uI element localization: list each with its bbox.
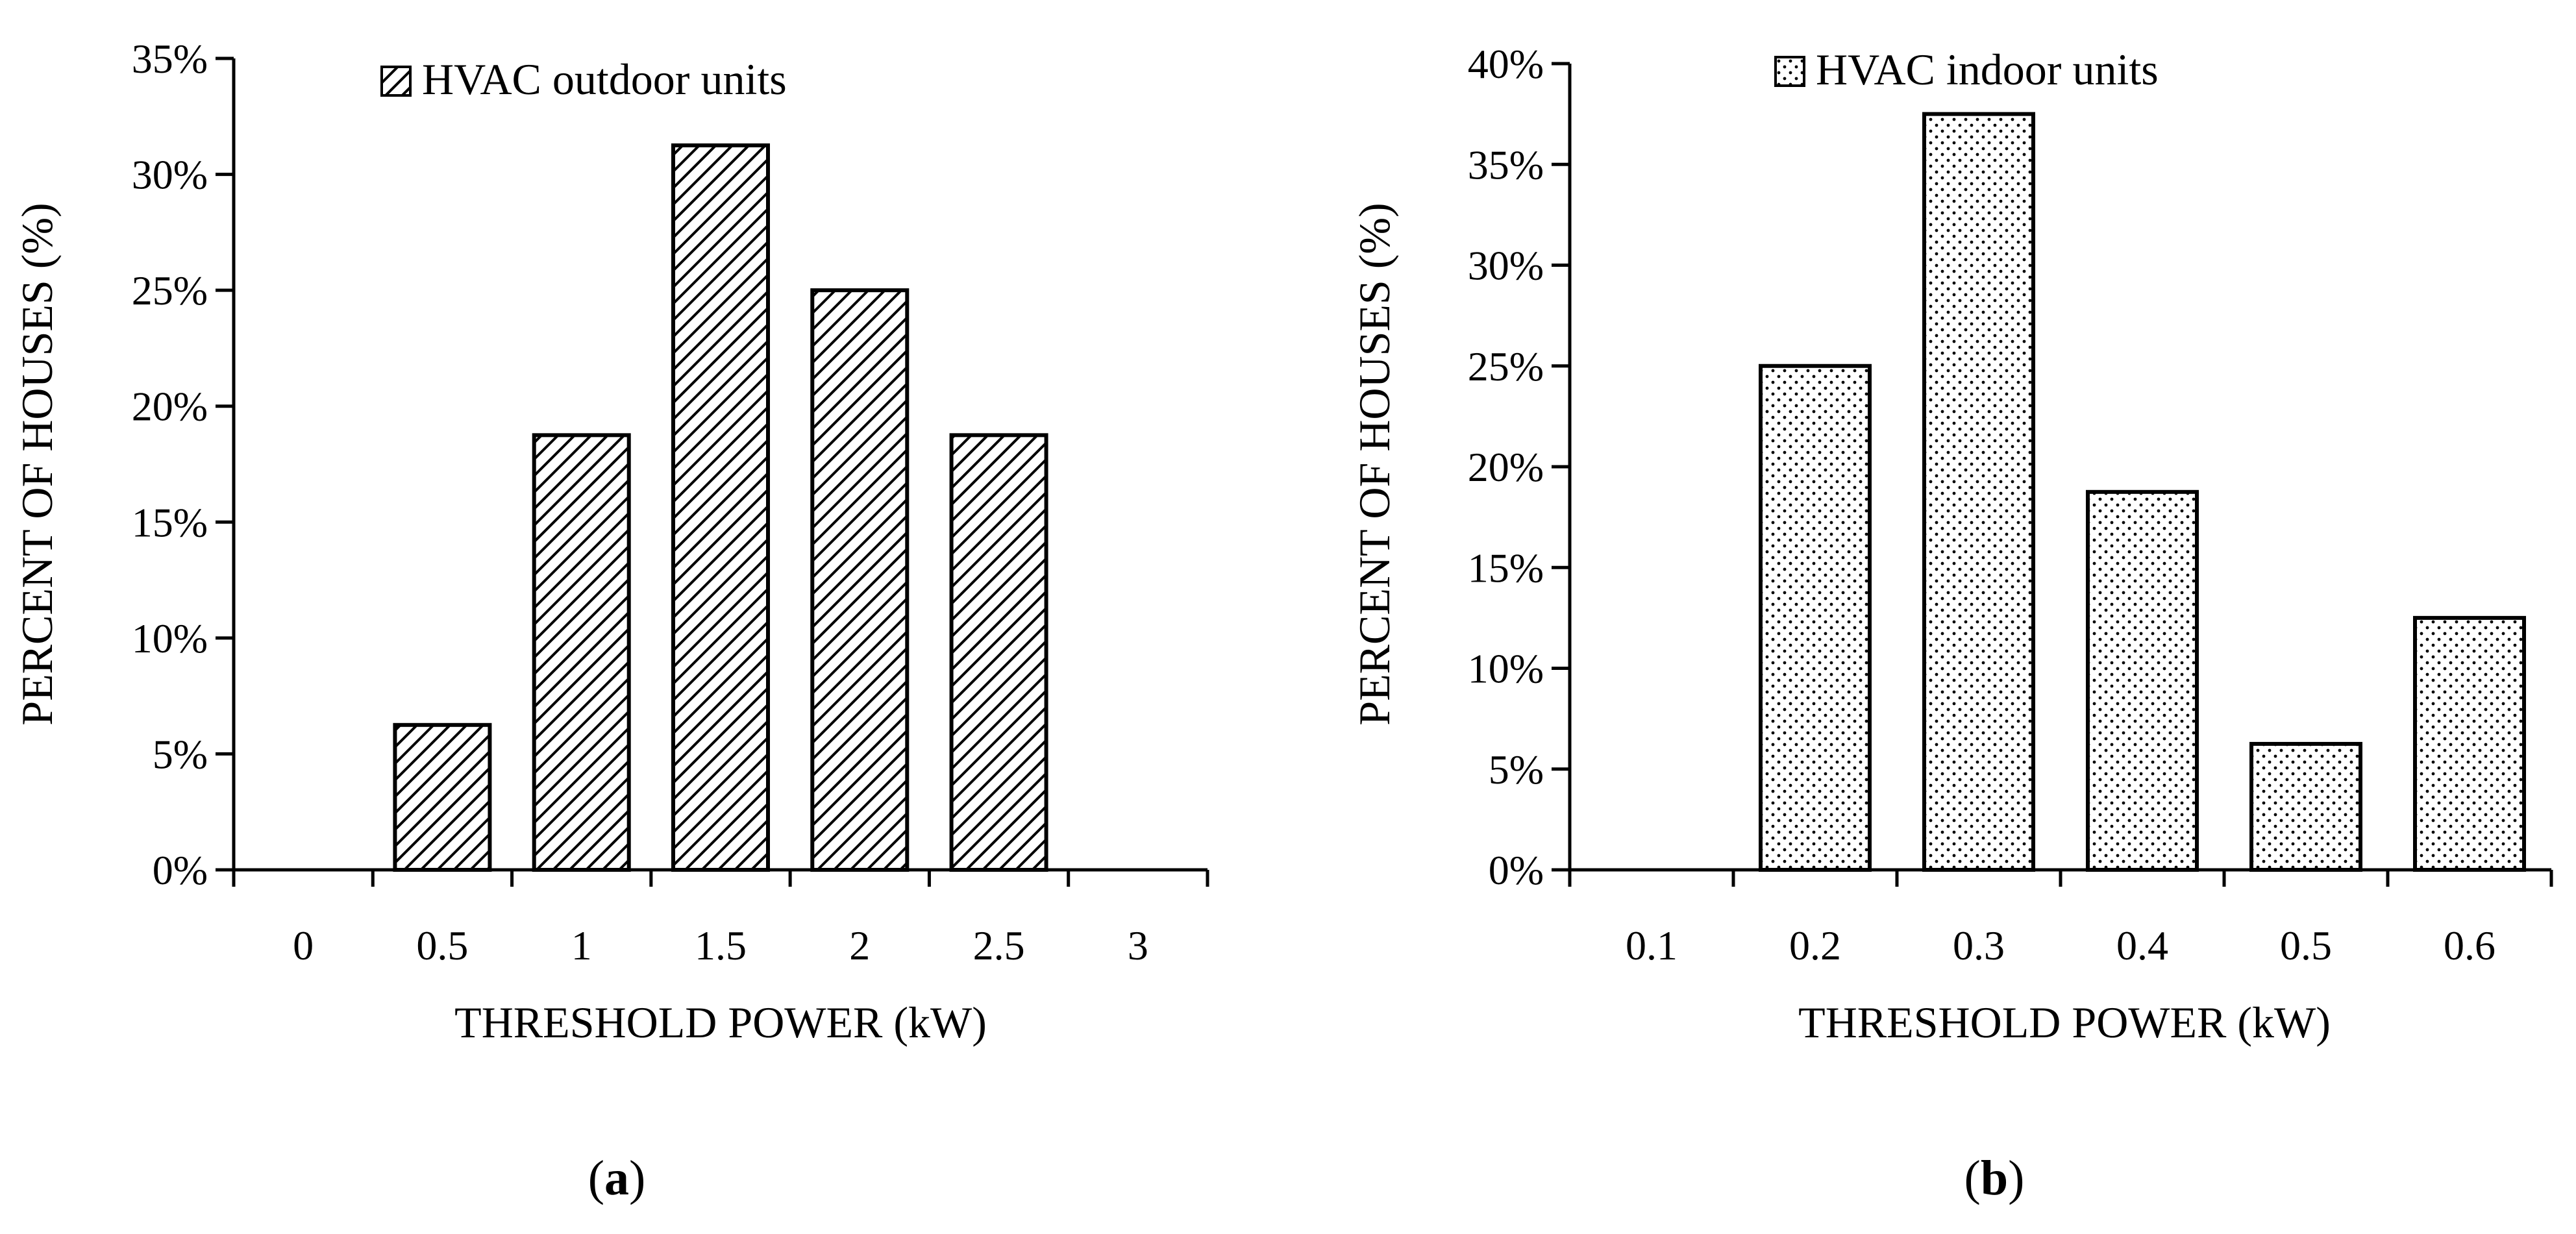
y-tick-label: 15%	[132, 499, 208, 545]
y-tick-label: 30%	[132, 152, 208, 198]
y-tick-label: 35%	[1468, 142, 1544, 188]
bar	[810, 288, 910, 872]
chart-a: 0% 5% 10% 15% 20% 25% 30% 35% 0 0.5 1 1.5 2 2.5 3 THRES…	[12, 36, 1209, 1205]
bar	[2413, 615, 2526, 872]
y-tick-label: 20%	[132, 384, 208, 430]
x-axis-title: THRESHOLD POWER (kW)	[1798, 998, 2331, 1047]
bar	[2249, 741, 2362, 872]
y-tick-label: 40%	[1468, 41, 1544, 87]
legend-swatch	[1774, 56, 1805, 87]
legend-label: HVAC indoor units	[1816, 45, 2159, 94]
bar	[949, 433, 1048, 872]
chart-b: 0% 5% 10% 15% 20% 25% 30% 35% 40% 0.1 0.2 0.3 0.4 0.5…	[1350, 41, 2553, 1205]
y-tick-label: 20%	[1468, 444, 1544, 490]
x-tick-label: 0.6	[2444, 922, 2496, 969]
y-tick-label: 0%	[153, 847, 208, 893]
x-tick-label: 0.1	[1626, 922, 1678, 969]
y-tick-label: 15%	[1468, 545, 1544, 591]
legend: HVAC outdoor units	[380, 55, 787, 104]
panel-label: (b)	[1964, 1151, 2025, 1205]
x-tick-label: 1	[571, 922, 592, 969]
x-tick-label: 0.5	[2280, 922, 2332, 969]
y-tick-label: 25%	[132, 267, 208, 314]
x-tick-label: 0.3	[1953, 922, 2005, 969]
y-axis-title: PERCENT OF HOUSES (%)	[12, 203, 62, 725]
y-tick-label: 25%	[1468, 343, 1544, 389]
x-tick-label: 1.5	[695, 922, 747, 969]
legend-label: HVAC outdoor units	[422, 55, 787, 104]
y-tick-label: 5%	[153, 731, 208, 777]
y-axis-title: PERCENT OF HOUSES (%)	[1350, 203, 1399, 725]
x-tick-label: 2.5	[973, 922, 1025, 969]
y-tick-label: 0%	[1489, 847, 1544, 893]
x-tick-label: 0.2	[1789, 922, 1841, 969]
bar	[2086, 489, 2199, 872]
x-axis-title: THRESHOLD POWER (kW)	[454, 998, 987, 1047]
y-tick-label: 5%	[1489, 747, 1544, 793]
x-tick-label: 0.5	[416, 922, 468, 969]
bar	[532, 433, 631, 872]
panel-label: (a)	[588, 1151, 646, 1205]
legend: HVAC indoor units	[1774, 45, 2159, 94]
bar	[1759, 364, 1872, 872]
y-tick-label: 35%	[132, 36, 208, 82]
x-tick-label: 0.4	[2116, 922, 2168, 969]
x-tick-label: 2	[849, 922, 870, 969]
bar	[1922, 112, 2035, 872]
bar	[671, 143, 770, 872]
y-tick-label: 30%	[1468, 243, 1544, 289]
legend-swatch	[380, 66, 412, 97]
x-tick-label: 0	[293, 922, 314, 969]
x-tick-label: 3	[1128, 922, 1148, 969]
bar	[393, 722, 492, 872]
y-tick-label: 10%	[1468, 646, 1544, 692]
y-tick-label: 10%	[132, 615, 208, 661]
